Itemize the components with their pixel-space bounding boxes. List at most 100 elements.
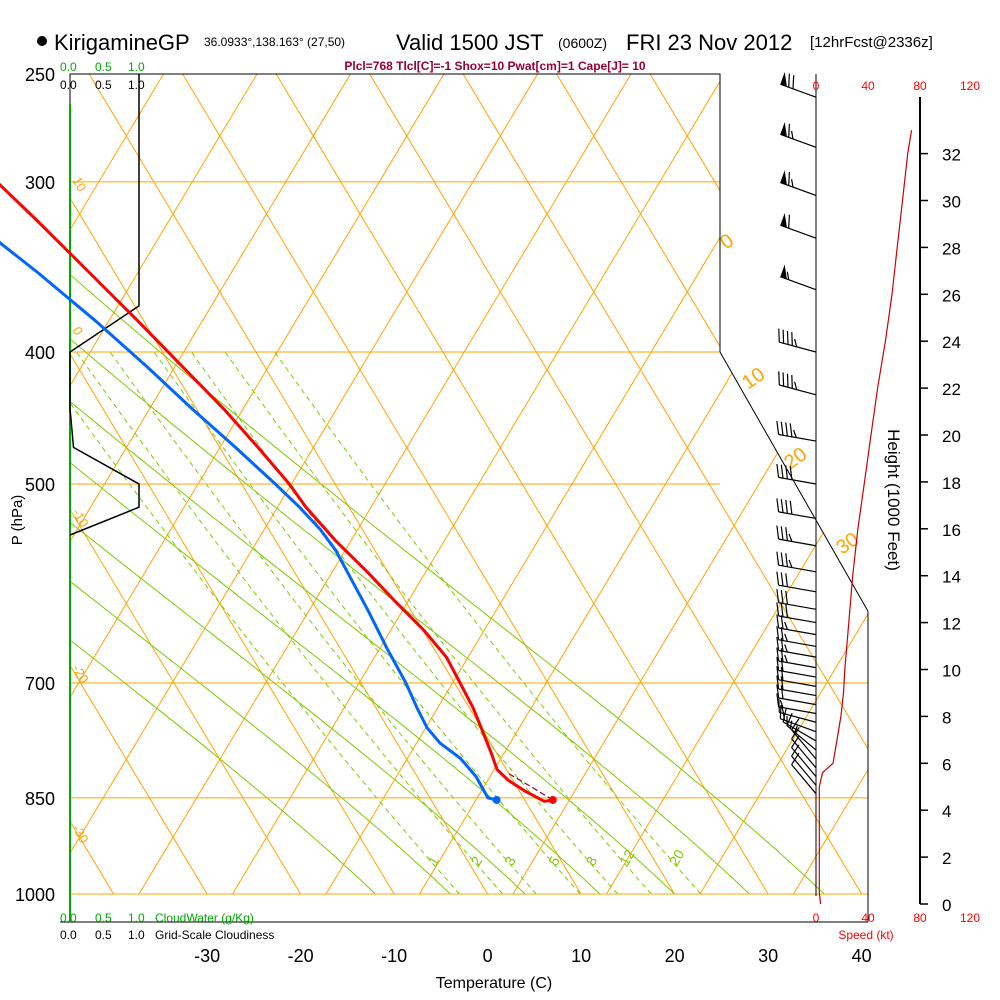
wind-barb-feather [779, 699, 784, 708]
wind-barb-staff [791, 764, 817, 795]
wind-barb-feather [776, 602, 780, 617]
wind-barb-feather [791, 727, 800, 740]
cloudiness-tick-label: 0.0 [60, 928, 77, 942]
wind-barb-pennant [780, 170, 787, 185]
wind-barb-feather [782, 372, 785, 387]
cloudwater-tick-label: 0.5 [95, 911, 112, 925]
speed-tick-label: 80 [913, 911, 927, 925]
wind-barb-feather [784, 644, 788, 653]
wind-barb-feather [784, 633, 788, 642]
wind-barb [776, 525, 817, 547]
wind-barb-feather [786, 373, 789, 388]
surface-temperature-dot [548, 795, 557, 804]
wind-barb-feather [788, 123, 790, 138]
cloudwater-title: CloudWater (g/Kg) [155, 911, 254, 925]
wind-barb-feather [780, 657, 784, 672]
wind-barb-feather [778, 328, 780, 343]
wind-barb [776, 571, 817, 593]
wind-barb-feather [780, 685, 784, 699]
wind-barb-feather [776, 525, 780, 540]
temperature-tick-label: -20 [288, 946, 314, 966]
height-tick-label: 12 [942, 615, 961, 634]
height-tick-label: 16 [942, 521, 961, 540]
speed-tick-label: 120 [960, 79, 980, 93]
height-tick-label: 18 [942, 474, 961, 493]
dry-adiabat-label: 10 [69, 174, 89, 194]
cloudiness-tick-label: 0.0 [60, 78, 77, 92]
wind-barb [778, 328, 817, 353]
mixing-ratio-label: 12 [616, 847, 638, 869]
cloudiness-profile [69, 74, 140, 536]
wind-barb-staff [791, 755, 817, 786]
wind-barb-staff [779, 384, 817, 396]
wind-barb [776, 602, 817, 624]
cloud-panel: 0.0 0.0 0.5 0.5 1.0 1.0 0.0 0.0 0.5 0.5 1.0 1.0 [60, 60, 145, 942]
wind-barb-staff [791, 747, 817, 778]
wind-barb-feather [788, 73, 790, 88]
height-tick-label: 10 [942, 662, 961, 681]
temperature-tick-label: -10 [381, 946, 407, 966]
temperature-profile [0, 182, 553, 803]
station-bullet-icon [37, 36, 47, 46]
wind-barb-feather [785, 422, 788, 437]
cloudiness-tick-label: 1.0 [128, 78, 145, 92]
wind-barb-feather [785, 573, 788, 587]
wind-barb-staff [791, 738, 817, 769]
wind-barb [776, 589, 817, 610]
wind-barb-feather [776, 571, 780, 586]
moist-adiabat-line [70, 74, 601, 894]
wind-barb-feather [780, 637, 784, 652]
pressure-tick-label: 250 [25, 65, 55, 85]
height-tick-label: 0 [942, 896, 951, 915]
temperature-tick-label: 10 [571, 946, 591, 966]
wind-barb-feather [776, 656, 780, 671]
pressure-tick-label: 500 [25, 475, 55, 495]
wind-barb-feather [776, 693, 780, 707]
dry-adiabat-line [70, 74, 164, 894]
surface-dewpoint-dot [492, 795, 501, 804]
wind-barb-feather [785, 527, 788, 541]
wind-barb-feather [776, 647, 780, 662]
wind-barb-feather [780, 572, 784, 587]
speed-tick-label: 80 [913, 79, 927, 93]
height-tick-label: 30 [942, 193, 961, 212]
wind-barb-staff [780, 133, 817, 148]
wind-barb-feather [780, 667, 784, 681]
temperature-tick-label: 0 [483, 946, 493, 966]
valid-date: FRI 23 Nov 2012 [626, 30, 792, 55]
wind-barb-feather [785, 499, 788, 514]
height-tick-label: 8 [942, 708, 951, 727]
wind-barb [776, 693, 817, 715]
temperature-tick-label: 20 [665, 946, 685, 966]
wind-barb-feather [789, 500, 793, 515]
dry-adiabat-line [512, 74, 868, 894]
cloudwater-tick-label: 0.5 [95, 60, 112, 74]
dewpoint-profile [0, 240, 497, 802]
pressure-tick-label: 850 [25, 789, 55, 809]
wind-barb [780, 264, 817, 291]
wind-barb [791, 718, 817, 760]
sounding-profiles [0, 182, 557, 804]
wind-barb-staff [779, 341, 817, 353]
wind-barb [776, 656, 817, 678]
wind-barb-feather [780, 589, 784, 604]
wind-barb-feather [776, 420, 780, 435]
moist-adiabat-line [70, 74, 451, 894]
wind-barb [782, 708, 817, 742]
wind-barb-feather [776, 551, 780, 566]
wind-barb-feather [779, 705, 782, 719]
wind-barb-staff [778, 697, 817, 706]
wind-barb-feather [776, 463, 780, 478]
cloudwater-tick-label: 1.0 [128, 911, 145, 925]
wind-barb-feather [785, 590, 788, 605]
wind-barb-feather [780, 615, 784, 629]
wind-barb-feather [780, 499, 784, 513]
wind-barb-pennant [780, 122, 787, 137]
wind-barb-feather [791, 752, 800, 765]
wind-barb [776, 551, 817, 573]
wind-barb-feather [780, 676, 784, 690]
chart-header: KirigamineGP 36.0933°,138.163° (27,50) V… [37, 30, 933, 73]
speed-tick-label: 120 [960, 911, 980, 925]
wind-barb [791, 727, 817, 769]
